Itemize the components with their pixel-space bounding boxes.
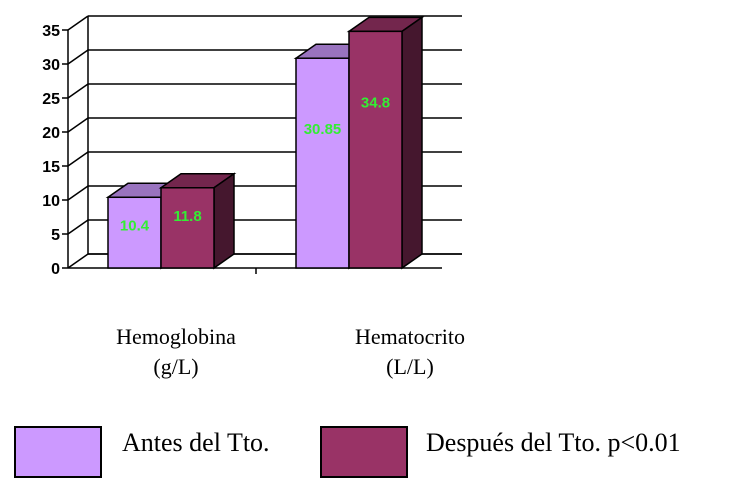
legend-swatch-despues	[320, 426, 408, 478]
data-label: 10.4	[120, 217, 150, 234]
gridline-diagonal	[67, 151, 89, 167]
x-category-label-line1: Hematocrito	[355, 324, 465, 349]
gridline-diagonal	[67, 185, 89, 201]
y-tick-label: 30	[42, 57, 60, 74]
legend-label-despues: Después del Tto. p<0.01	[426, 428, 681, 457]
y-tick-label: 5	[51, 227, 60, 244]
bar-1-1	[346, 15, 425, 270]
gridline-diagonal	[67, 83, 89, 99]
data-label: 30.85	[304, 121, 342, 138]
x-category-label-line2: (g/L)	[153, 354, 199, 379]
legend-label-antes: Antes del Tto.	[122, 428, 270, 457]
x-category-label-hemoglobina: Hemoglobina (g/L)	[66, 322, 286, 382]
y-tick-label: 10	[42, 193, 60, 210]
y-tick-label: 35	[42, 23, 60, 40]
data-label: 34.8	[361, 94, 390, 111]
x-category-label-line2: (L/L)	[386, 354, 434, 379]
bar	[348, 30, 403, 269]
bar-chart: 0 5 10 15 20 25 30 35 10.4 30.85 11.8 34.8	[42, 15, 462, 278]
bar-side	[401, 15, 423, 270]
bar	[107, 196, 162, 269]
bar	[295, 57, 350, 269]
gridline-diagonal	[67, 253, 89, 269]
x-category-label-hematocrito: Hematocrito (L/L)	[300, 322, 520, 382]
gridline-diagonal	[67, 219, 89, 235]
gridline-diagonal	[67, 117, 89, 133]
gridline-diagonal	[67, 49, 89, 65]
bars	[105, 15, 425, 270]
data-labels: 10.4 30.85 11.8 34.8	[120, 94, 390, 234]
y-tick-label: 15	[42, 159, 60, 176]
bar-1-0	[158, 172, 237, 270]
y-tick-label: 0	[51, 261, 60, 278]
bar-side	[213, 172, 235, 270]
bar	[160, 187, 215, 269]
y-tick-label: 25	[42, 91, 60, 108]
data-label: 11.8	[173, 208, 201, 225]
y-tick-label: 20	[42, 125, 60, 142]
x-category-label-line1: Hemoglobina	[116, 324, 236, 349]
legend-swatch-antes	[14, 426, 102, 478]
gridline-diagonal	[67, 15, 89, 31]
